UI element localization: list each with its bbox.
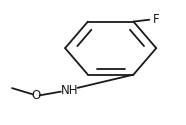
Text: O: O bbox=[32, 89, 41, 102]
Text: F: F bbox=[153, 13, 160, 26]
Text: NH: NH bbox=[61, 84, 78, 97]
